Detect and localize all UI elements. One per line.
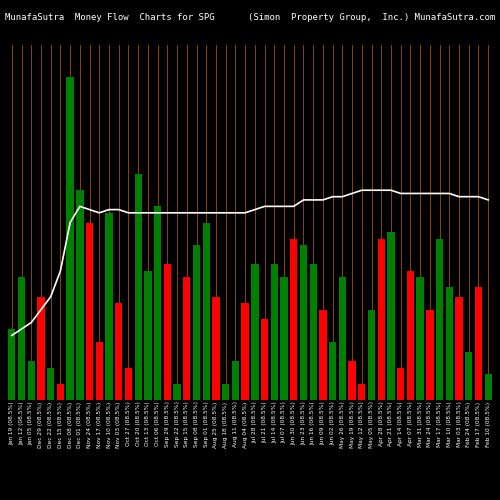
Bar xyxy=(320,310,326,400)
Bar xyxy=(280,278,287,400)
Bar xyxy=(310,264,317,400)
Bar xyxy=(38,296,44,400)
Text: (Simon  Property Group,  Inc.) MunafaSutra.com: (Simon Property Group, Inc.) MunafaSutra… xyxy=(248,12,495,22)
Bar xyxy=(174,384,180,400)
Text: MunafaSutra  Money Flow  Charts for SPG: MunafaSutra Money Flow Charts for SPG xyxy=(5,12,214,22)
Bar xyxy=(164,264,171,400)
Bar xyxy=(57,384,64,400)
Bar xyxy=(86,222,93,400)
Bar xyxy=(242,303,249,400)
Bar xyxy=(154,206,162,400)
Bar xyxy=(202,222,210,400)
Bar xyxy=(183,278,190,400)
Bar xyxy=(388,232,394,400)
Bar xyxy=(251,264,258,400)
Bar xyxy=(115,303,122,400)
Bar xyxy=(290,238,298,400)
Bar xyxy=(96,342,103,400)
Bar xyxy=(8,329,16,400)
Bar xyxy=(300,245,307,400)
Bar xyxy=(484,374,492,400)
Bar xyxy=(212,296,220,400)
Bar xyxy=(193,245,200,400)
Bar xyxy=(446,287,453,400)
Bar xyxy=(222,384,230,400)
Bar xyxy=(66,78,74,400)
Bar xyxy=(261,320,268,400)
Bar xyxy=(18,278,25,400)
Bar xyxy=(368,310,375,400)
Bar xyxy=(76,190,84,400)
Bar xyxy=(125,368,132,400)
Bar xyxy=(134,174,142,400)
Bar xyxy=(397,368,404,400)
Bar xyxy=(28,362,35,400)
Bar xyxy=(338,278,346,400)
Bar xyxy=(465,352,472,400)
Bar xyxy=(270,264,278,400)
Bar xyxy=(416,278,424,400)
Bar xyxy=(144,271,152,400)
Bar xyxy=(47,368,54,400)
Bar xyxy=(378,238,385,400)
Bar xyxy=(456,296,462,400)
Bar xyxy=(407,271,414,400)
Bar xyxy=(436,238,443,400)
Bar xyxy=(358,384,366,400)
Bar xyxy=(426,310,434,400)
Bar xyxy=(106,213,112,400)
Bar xyxy=(329,342,336,400)
Bar xyxy=(475,287,482,400)
Bar xyxy=(348,362,356,400)
Bar xyxy=(232,362,239,400)
